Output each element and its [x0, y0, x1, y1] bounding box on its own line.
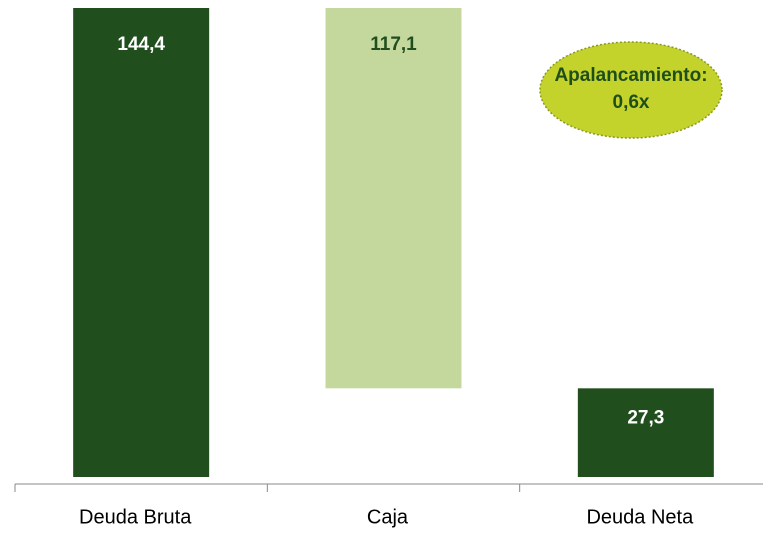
annotation: Apalancamiento: — [554, 65, 707, 86]
x-tick-label: Caja — [367, 506, 409, 528]
annotation: 0,6x — [613, 92, 650, 113]
annotation-bubble — [539, 41, 723, 139]
data-label: 27,3 — [627, 407, 664, 428]
x-tick-label: Deuda Neta — [586, 506, 694, 528]
bar — [73, 8, 210, 477]
data-label: 144,4 — [117, 34, 165, 55]
x-tick-label: Deuda Bruta — [79, 506, 192, 528]
bar — [577, 388, 714, 477]
bar — [325, 8, 462, 389]
data-label: 117,1 — [370, 34, 417, 55]
